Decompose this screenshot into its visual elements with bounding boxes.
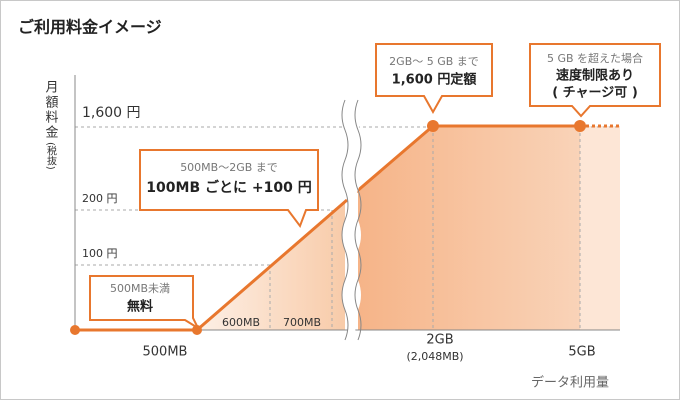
callout-text: 5 GB を超えた場合: [547, 51, 643, 65]
point: [192, 325, 202, 335]
area-fill: [580, 126, 620, 330]
point: [70, 325, 80, 335]
y-label: 200 円: [82, 192, 118, 205]
point: [427, 120, 439, 132]
title: ご利用料金イメージ: [18, 18, 162, 37]
callout: [529, 43, 661, 118]
callout: [375, 43, 493, 115]
callout-text: ( チャージ可 ): [552, 86, 638, 101]
axis-break: [341, 99, 349, 341]
callout-text: 1,600 円定額: [392, 72, 477, 88]
callout-text: 無料: [127, 299, 153, 315]
callout-text: 500MB未満: [110, 282, 170, 295]
y-label: 1,600 円: [82, 105, 141, 121]
callout-text: 速度制限あり: [556, 68, 634, 84]
callout: [139, 149, 319, 229]
callout: [89, 275, 201, 331]
x-axis-title: データ利用量: [531, 375, 609, 391]
axis-break: [354, 99, 362, 341]
x-label: 2GB: [426, 333, 453, 348]
x-label: 700MB: [283, 316, 321, 329]
area-fill: [358, 126, 580, 330]
y-label: 100 円: [82, 247, 118, 260]
x-label: 5GB: [568, 345, 595, 360]
x-label: 500MB: [143, 345, 188, 360]
callout-text: 2GB〜 5 GB まで: [389, 55, 479, 68]
point: [574, 120, 586, 132]
x-label-note: (2,048MB): [406, 350, 463, 363]
x-label: 600MB: [222, 316, 260, 329]
axis-break: [342, 100, 361, 340]
callout-text: 500MB〜2GB まで: [180, 161, 278, 174]
callout-text: 100MB ごとに +100 円: [146, 179, 311, 196]
y-axis-note: (税抜): [45, 142, 57, 170]
y-axis-title: 月額料金: [43, 80, 59, 140]
